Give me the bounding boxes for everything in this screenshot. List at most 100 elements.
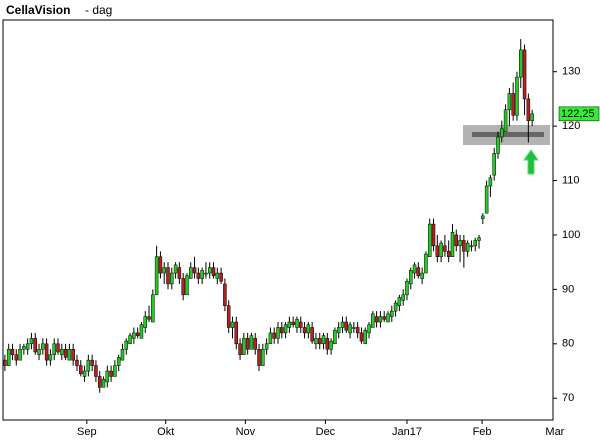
candle-body bbox=[473, 240, 477, 247]
candle-body bbox=[219, 272, 223, 282]
candle-body bbox=[526, 98, 531, 121]
candle-body bbox=[242, 338, 246, 355]
candle-body bbox=[37, 349, 41, 355]
last-price-label: 122,25 bbox=[561, 108, 595, 120]
candle-body bbox=[63, 349, 68, 358]
candle-body bbox=[207, 267, 212, 274]
candle-body bbox=[189, 267, 193, 279]
candle-body bbox=[427, 223, 432, 257]
candle-body bbox=[359, 332, 364, 342]
candle-body bbox=[128, 335, 132, 345]
last-price-box bbox=[558, 106, 600, 122]
candle-body bbox=[439, 242, 443, 257]
candle-body bbox=[14, 354, 19, 361]
candle-body bbox=[348, 324, 352, 334]
candle-body bbox=[200, 270, 204, 279]
plot-frame bbox=[2, 19, 554, 421]
candle-body bbox=[48, 354, 53, 361]
candle-body bbox=[86, 359, 91, 372]
candle-body bbox=[287, 321, 292, 328]
y-tick-label: 120 bbox=[562, 120, 580, 132]
candle-body bbox=[435, 245, 440, 257]
candle-body bbox=[454, 234, 459, 247]
candle-body bbox=[162, 267, 166, 274]
candle-body bbox=[105, 370, 110, 383]
candle-body bbox=[465, 242, 470, 252]
candle-body bbox=[393, 302, 398, 312]
candle-body bbox=[477, 237, 481, 241]
candle-body bbox=[492, 153, 496, 176]
x-tick-label: Jan17 bbox=[392, 426, 422, 438]
candle-body bbox=[185, 275, 189, 296]
chart-title: CellaVision bbox=[6, 3, 70, 17]
candle-body bbox=[382, 316, 386, 320]
candle-body bbox=[431, 223, 436, 247]
candle-body bbox=[147, 316, 151, 320]
candle-body bbox=[378, 316, 383, 323]
candle-body bbox=[143, 316, 147, 328]
candle-body bbox=[29, 338, 34, 345]
candle-body bbox=[424, 253, 428, 274]
candle-body bbox=[257, 349, 261, 366]
candle-body bbox=[116, 357, 121, 366]
candle-body bbox=[446, 251, 451, 257]
candle-body bbox=[6, 349, 11, 366]
candle-body bbox=[344, 321, 349, 331]
candle-body bbox=[139, 324, 144, 339]
candle-body bbox=[500, 128, 504, 138]
candle-body bbox=[192, 267, 197, 274]
candle-body bbox=[355, 327, 360, 334]
candle-body bbox=[484, 185, 489, 214]
candle-body bbox=[272, 332, 276, 339]
candle-body bbox=[151, 294, 155, 323]
candle-body bbox=[507, 93, 512, 111]
candle-body bbox=[238, 343, 242, 355]
candle-body bbox=[321, 335, 326, 345]
y-tick-label: 110 bbox=[562, 174, 580, 186]
candle-body bbox=[25, 343, 30, 350]
candle-body bbox=[283, 324, 288, 334]
candle-body bbox=[340, 321, 345, 328]
candle-body bbox=[469, 245, 474, 248]
candle-body bbox=[52, 343, 56, 355]
candle-body bbox=[397, 297, 402, 306]
candle-body bbox=[18, 349, 22, 361]
candle-body bbox=[135, 332, 140, 336]
candle-body bbox=[41, 343, 45, 350]
candle-body bbox=[299, 321, 303, 328]
candle-body bbox=[333, 329, 337, 345]
candle-body bbox=[336, 327, 341, 334]
candle-body bbox=[56, 343, 60, 353]
candle-body bbox=[530, 113, 534, 121]
candle-body bbox=[420, 272, 424, 279]
candle-body bbox=[462, 240, 466, 252]
y-tick-label: 90 bbox=[562, 283, 574, 295]
candle-body bbox=[204, 272, 208, 275]
candle-body bbox=[60, 349, 64, 355]
x-tick-label: Feb bbox=[473, 426, 492, 438]
candle-body bbox=[261, 349, 265, 366]
candle-body bbox=[67, 349, 72, 361]
x-tick-label: Sep bbox=[77, 426, 97, 438]
candle-body bbox=[367, 324, 371, 334]
candle-body bbox=[352, 327, 356, 329]
candle-body bbox=[71, 349, 75, 361]
candle-body bbox=[374, 316, 379, 323]
candle-body bbox=[234, 321, 239, 345]
candle-body bbox=[82, 370, 87, 377]
candle-body bbox=[109, 370, 113, 377]
x-tick-label: Okt bbox=[157, 426, 174, 438]
candle-body bbox=[253, 338, 257, 350]
candle-body bbox=[132, 332, 136, 339]
candle-body bbox=[386, 313, 390, 323]
candle-body bbox=[196, 272, 201, 279]
candle-body bbox=[280, 327, 284, 334]
candle-body bbox=[166, 267, 170, 285]
candle-body bbox=[314, 338, 318, 345]
x-tick-label: Nov bbox=[236, 426, 256, 438]
y-tick-label: 100 bbox=[562, 229, 580, 241]
candle-body bbox=[458, 240, 462, 247]
candle-body bbox=[170, 272, 174, 285]
candle-body bbox=[268, 332, 273, 345]
